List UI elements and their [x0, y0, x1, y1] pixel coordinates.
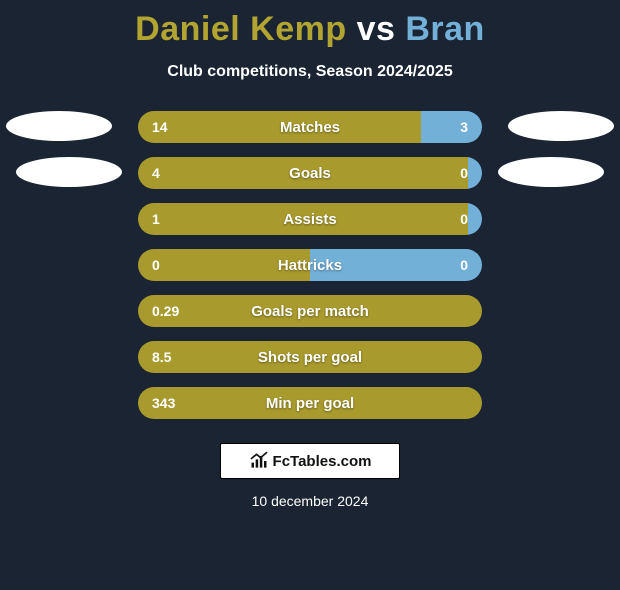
stat-row: 0.29Goals per match	[138, 295, 482, 327]
player-left-avatar-1	[6, 111, 112, 141]
stat-left-value: 0.29	[138, 295, 468, 327]
stat-left-value: 14	[138, 111, 421, 143]
chart-icon	[249, 451, 269, 471]
stat-left-value: 343	[138, 387, 468, 419]
title-vs: vs	[357, 10, 396, 48]
stat-right-value: 0	[468, 203, 482, 235]
subtitle: Club competitions, Season 2024/2025	[0, 63, 620, 81]
stat-row: 10Assists	[138, 203, 482, 235]
stat-left-value: 8.5	[138, 341, 468, 373]
stat-right-value	[468, 387, 482, 419]
stat-row: 8.5Shots per goal	[138, 341, 482, 373]
stat-right-value	[468, 341, 482, 373]
stat-left-value: 1	[138, 203, 468, 235]
stat-bars: 143Matches 40Goals 10Assists 00Hattricks 0.2…	[138, 111, 482, 419]
stat-row: 00Hattricks	[138, 249, 482, 281]
title-player-right: Bran	[405, 10, 484, 48]
stat-right-value	[468, 295, 482, 327]
logo-text: FcTables.com	[273, 453, 372, 470]
stat-left-value: 4	[138, 157, 468, 189]
stat-row: 143Matches	[138, 111, 482, 143]
fctables-logo[interactable]: FcTables.com	[220, 443, 400, 479]
stat-row: 40Goals	[138, 157, 482, 189]
stat-right-value: 3	[421, 111, 482, 143]
stat-row: 343Min per goal	[138, 387, 482, 419]
stat-right-value: 0	[310, 249, 482, 281]
stat-left-value: 0	[138, 249, 310, 281]
page-title: Daniel Kemp vs Bran	[0, 10, 620, 49]
player-right-avatar-2	[498, 157, 604, 187]
title-player-left: Daniel Kemp	[135, 10, 346, 48]
date-text: 10 december 2024	[0, 493, 620, 509]
stat-right-value: 0	[468, 157, 482, 189]
player-left-avatar-2	[16, 157, 122, 187]
player-right-avatar-1	[508, 111, 614, 141]
comparison-area: 143Matches 40Goals 10Assists 00Hattricks 0.2…	[0, 111, 620, 419]
